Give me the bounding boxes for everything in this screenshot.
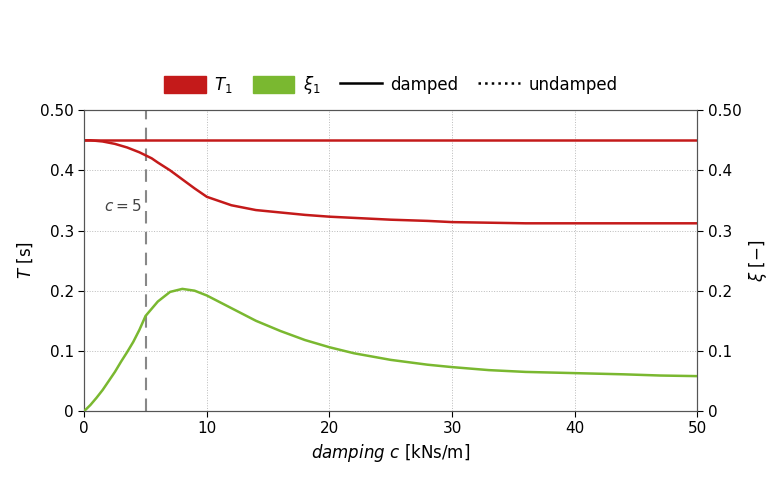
Text: $c=5$: $c=5$ [104,198,142,215]
Y-axis label: $\xi\ \mathrm{[-]}$: $\xi\ \mathrm{[-]}$ [747,240,769,282]
X-axis label: $damping\ c\ \mathrm{[kNs/m]}$: $damping\ c\ \mathrm{[kNs/m]}$ [311,442,470,464]
Y-axis label: $T\ \mathrm{[s]}$: $T\ \mathrm{[s]}$ [15,242,34,280]
Legend: $T_1$, $\xi_1$, damped, undamped: $T_1$, $\xi_1$, damped, undamped [164,74,618,96]
